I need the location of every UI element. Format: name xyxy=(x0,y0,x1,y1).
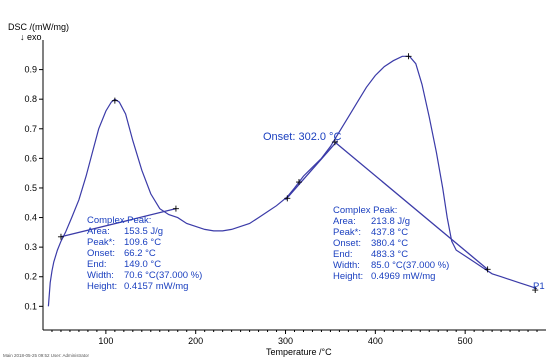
peak2-onset-value: 380.4 °C xyxy=(371,238,408,249)
baseline-segment xyxy=(334,141,489,270)
x-tick-label: 500 xyxy=(458,336,473,346)
point-marker xyxy=(331,139,338,146)
point-marker xyxy=(532,287,539,294)
point-marker xyxy=(405,53,412,60)
point-marker xyxy=(284,195,291,202)
x-axis-title: Temperature /°C xyxy=(266,347,332,357)
exo-direction-label: ↓ exo xyxy=(20,32,42,42)
onset-annotation: Onset: 302.0 °C xyxy=(263,131,341,143)
peak2-end-label: End: xyxy=(333,249,353,260)
point-marker xyxy=(172,205,179,212)
peak2-annotation: Complex Peak: Area: 213.8 J/g Peak*: 437… xyxy=(333,205,449,282)
peak1-onset-label: Onset: xyxy=(87,248,115,259)
baseline-lines xyxy=(60,140,489,270)
peak1-onset-value: 66.2 °C xyxy=(124,248,156,259)
y-axis-title: DSC /(mW/mg) xyxy=(8,22,69,32)
y-tick-label: 0.7 xyxy=(24,124,37,134)
y-tick-label: 0.5 xyxy=(24,183,37,193)
peak1-peak-value: 109.6 °C xyxy=(124,237,161,248)
dsc-curve-series xyxy=(47,55,538,307)
peak2-width-label: Width: xyxy=(333,260,360,271)
baseline-segment xyxy=(285,140,339,201)
peak2-title: Complex Peak: xyxy=(333,205,397,216)
peak1-width-value: 70.6 °C(37.000 %) xyxy=(124,270,202,281)
y-tick-label: 0.6 xyxy=(24,153,37,163)
point-marker xyxy=(111,97,118,104)
x-tick-label: 100 xyxy=(98,336,113,346)
peak2-peak-label: Peak*: xyxy=(333,227,361,238)
peak1-area-value: 153.5 J/g xyxy=(124,226,163,237)
baseline-segment xyxy=(60,208,177,238)
peak2-height-label: Height: xyxy=(333,271,363,282)
peak-markers xyxy=(57,53,539,294)
y-tick-label: 0.1 xyxy=(24,301,37,311)
peak2-area-label: Area: xyxy=(333,216,356,227)
peak1-title: Complex Peak: xyxy=(87,215,151,226)
axis-ticks: 100 200 300 400 500 0.1 0.2 0.3 0.4 0.5 0.6 0.7 0.8 0… xyxy=(24,65,538,346)
peak2-height-value: 0.4969 mW/mg xyxy=(371,271,435,282)
point-marker xyxy=(295,179,302,186)
x-tick-label: 400 xyxy=(368,336,383,346)
point-marker xyxy=(57,233,64,240)
peak1-end-value: 149.0 °C xyxy=(124,259,161,270)
peak2-width-value: 85.0 °C(37.000 %) xyxy=(371,260,449,271)
peak2-peak-value: 437.8 °C xyxy=(371,227,408,238)
peak2-onset-label: Onset: xyxy=(333,238,361,249)
peak1-annotation: Complex Peak: Area: 153.5 J/g Peak*: 109… xyxy=(87,215,202,292)
y-tick-label: 0.9 xyxy=(24,65,37,75)
y-tick-label: 0.8 xyxy=(24,94,37,104)
y-tick-label: 0.4 xyxy=(24,213,37,223)
end-point-label: P1 xyxy=(533,281,545,292)
peak2-end-value: 483.3 °C xyxy=(371,249,408,260)
peak1-area-label: Area: xyxy=(87,226,110,237)
y-tick-label: 0.2 xyxy=(24,272,37,282)
x-tick-label: 200 xyxy=(188,336,203,346)
peak1-height-value: 0.4157 mW/mg xyxy=(124,281,188,292)
y-tick-label: 0.3 xyxy=(24,242,37,252)
peak1-peak-label: Peak*: xyxy=(87,237,115,248)
x-tick-label: 300 xyxy=(278,336,293,346)
peak1-height-label: Height: xyxy=(87,281,117,292)
peak2-area-value: 213.8 J/g xyxy=(371,216,410,227)
point-marker xyxy=(484,266,491,273)
peak1-width-label: Width: xyxy=(87,270,114,281)
footer-metadata: Main 2018-05-25 09:52 User: Administrato… xyxy=(3,353,90,358)
peak1-end-label: End: xyxy=(87,259,107,270)
